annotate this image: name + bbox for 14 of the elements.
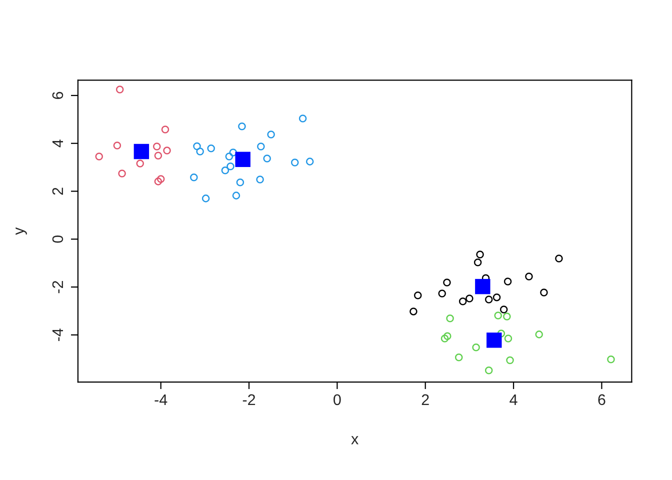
y-tick-label: 2 — [52, 188, 63, 195]
y-tick-label: 0 — [52, 235, 64, 243]
x-tick-label: -4 — [154, 394, 168, 405]
y-tick-label: 6 — [52, 92, 64, 99]
x-tick-label: 4 — [510, 394, 518, 405]
x-tick-label: -2 — [242, 394, 256, 405]
y-tick-label: -2 — [52, 281, 63, 294]
x-tick-label: 6 — [598, 394, 606, 406]
y-tick-label: 4 — [52, 140, 63, 148]
y-axis-title: y — [16, 227, 27, 235]
x-tick-label: 0 — [334, 394, 341, 406]
x-tick-label: 2 — [422, 394, 429, 405]
y-tick-label: -4 — [52, 328, 63, 342]
x-axis-title: x — [351, 436, 358, 444]
